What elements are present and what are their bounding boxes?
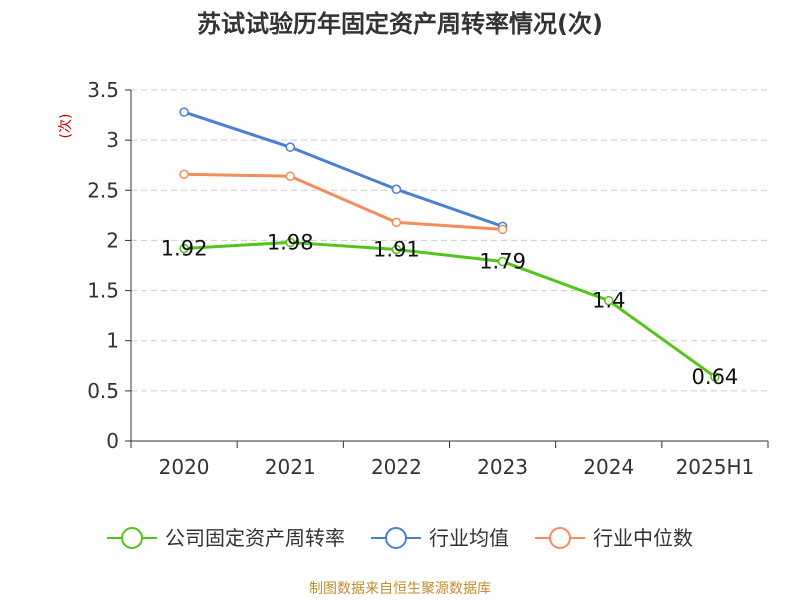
y-tick-label: 2.5 — [87, 178, 119, 202]
data-point[interactable] — [391, 244, 402, 255]
grid-lines — [131, 89, 768, 392]
legend-marker-icon — [549, 527, 571, 549]
legend-marker-icon — [385, 527, 407, 549]
series-line — [182, 110, 505, 228]
x-tick-label: 2022 — [371, 455, 422, 479]
data-point[interactable] — [179, 169, 189, 179]
legend-label: 行业中位数 — [593, 526, 693, 550]
x-tick-label: 2024 — [583, 455, 634, 479]
data-point[interactable] — [285, 171, 295, 181]
data-point[interactable] — [497, 224, 508, 235]
data-label: 1.4 — [592, 289, 625, 313]
y-tick-label: 0 — [106, 429, 119, 453]
data-label: 0.64 — [692, 365, 739, 389]
y-axis-label: (次) — [58, 114, 74, 139]
data-labels: 1.92 1.98 1.91 1.79 1.4 0.64 — [161, 230, 739, 388]
y-tick-label: 3.5 — [87, 78, 119, 102]
chart-title: 苏试试验历年固定资产周转率情况(次) — [197, 10, 603, 38]
legend-label: 行业均值 — [429, 526, 509, 550]
data-label: 1.92 — [161, 236, 208, 260]
data-label: 1.98 — [267, 230, 314, 254]
legend[interactable]: 公司固定资产周转率 行业均值 行业中位数 — [107, 526, 693, 550]
y-tick-label: 0.5 — [87, 379, 119, 403]
x-tick-label: 2023 — [477, 455, 528, 479]
data-point[interactable] — [710, 372, 720, 382]
y-tick-label: 1.5 — [87, 279, 119, 303]
series-line — [182, 240, 717, 379]
series-layer — [179, 107, 720, 382]
legend-item[interactable]: 公司固定资产周转率 — [107, 526, 345, 550]
y-tick-label: 1 — [106, 329, 119, 353]
data-point[interactable] — [179, 107, 189, 117]
x-tick-label: 2025H1 — [676, 455, 755, 479]
data-point[interactable] — [391, 184, 402, 195]
data-point[interactable] — [604, 295, 614, 306]
data-point[interactable] — [391, 217, 402, 228]
axes: 0 0.5 1 1.5 2 2.5 3 3.5 2020 2021 2022 2023 2024 2025… — [87, 78, 769, 479]
legend-item[interactable]: 行业均值 — [371, 526, 509, 550]
data-label: 1.79 — [479, 249, 526, 273]
series-line — [182, 172, 505, 231]
y-tick-label: 2 — [106, 228, 119, 252]
data-point[interactable] — [497, 256, 508, 267]
data-point[interactable] — [285, 237, 295, 248]
source-note: 制图数据来自恒生聚源数据库 — [309, 581, 491, 597]
y-tick-label: 3 — [106, 128, 119, 152]
data-point[interactable] — [179, 243, 189, 254]
legend-marker-icon — [121, 527, 143, 549]
x-tick-label: 2021 — [265, 455, 316, 479]
legend-label: 公司固定资产周转率 — [165, 526, 345, 550]
x-tick-label: 2020 — [159, 455, 210, 479]
data-label: 1.91 — [373, 237, 420, 261]
data-point[interactable] — [285, 142, 295, 152]
legend-item[interactable]: 行业中位数 — [535, 526, 693, 550]
